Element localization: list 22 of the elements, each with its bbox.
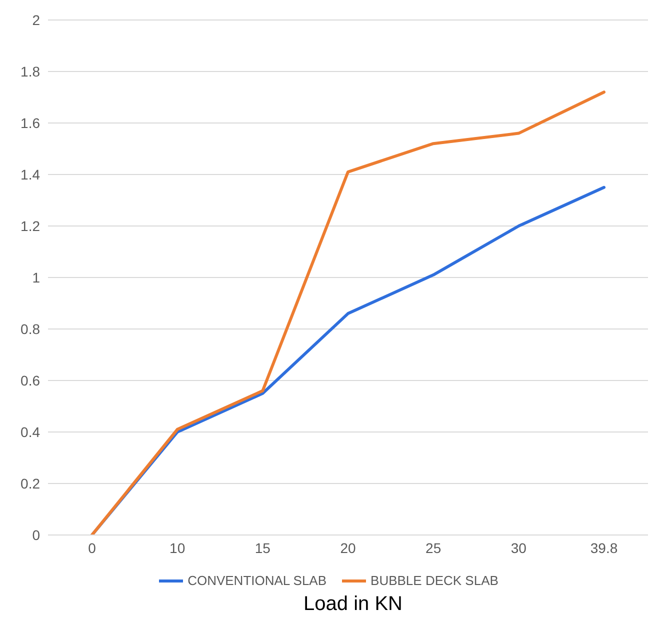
- x-axis-title: Load in KN: [302, 593, 404, 616]
- x-tick-label: 30: [510, 540, 527, 556]
- x-tick-label: 0: [88, 540, 96, 556]
- y-tick-label: 1.2: [20, 218, 40, 234]
- y-tick-label: 1.6: [20, 114, 40, 131]
- y-tick-label: 0: [32, 526, 40, 543]
- y-tick-label: 2: [32, 12, 40, 28]
- y-tick-label: 0.4: [20, 424, 40, 440]
- legend-label: CONVENTIONAL SLAB: [188, 573, 327, 588]
- y-tick-label: 0.8: [20, 320, 40, 337]
- y-tick-label: 1: [32, 269, 40, 286]
- y-tick-label: 0.2: [20, 475, 40, 492]
- x-tick-label: 39.8: [590, 540, 618, 556]
- y-tick-label: 0.6: [20, 372, 40, 388]
- line-series: [90, 90, 606, 535]
- y-tick-label: 1.8: [20, 63, 40, 80]
- legend-label: BUBBLE DECK SLAB: [370, 573, 498, 588]
- x-tick-label: 15: [254, 540, 271, 556]
- x-tick-label: 20: [340, 540, 356, 556]
- y-tick-label: 1.4: [20, 166, 40, 182]
- x-tick-label: 10: [170, 540, 186, 556]
- x-tick-label: 25: [426, 540, 442, 556]
